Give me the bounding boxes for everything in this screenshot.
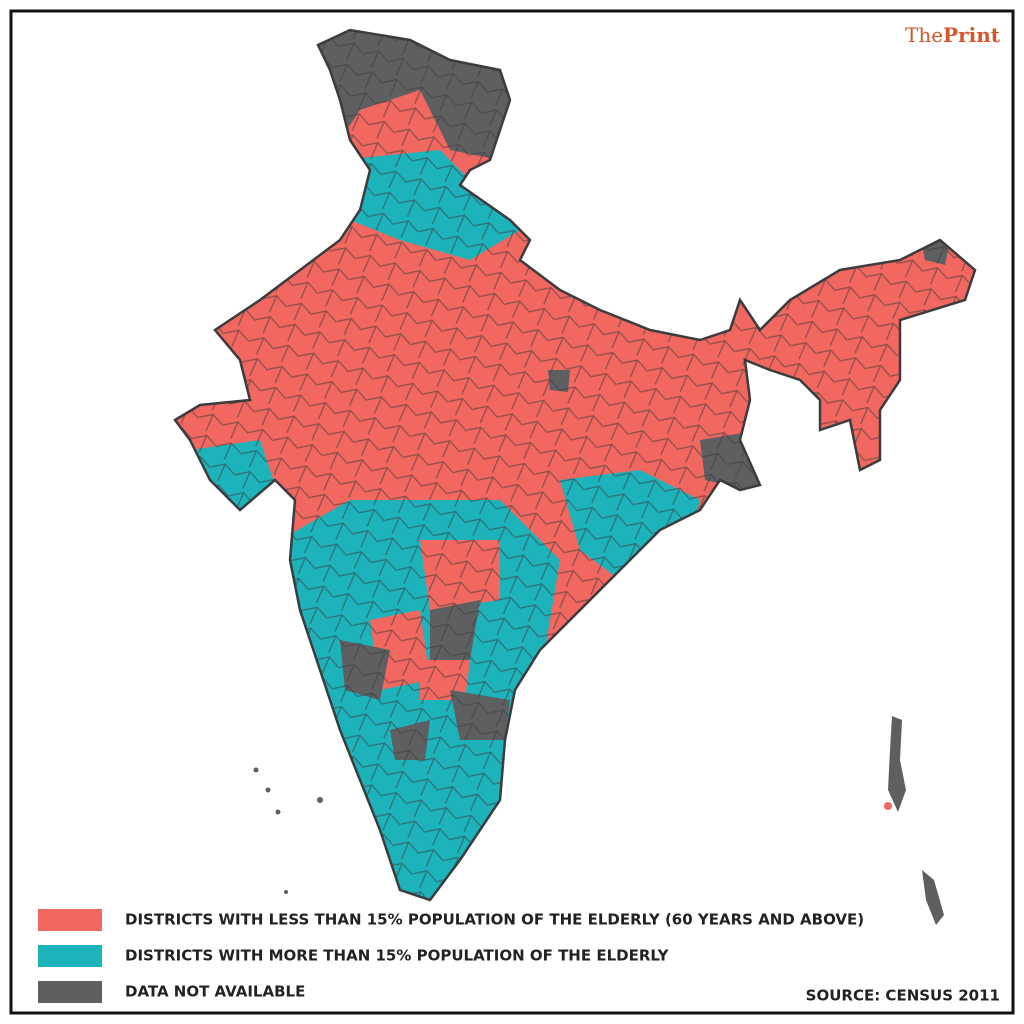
legend-label: DISTRICTS WITH LESS THAN 15% POPULATION …: [125, 911, 864, 929]
brand-prefix: The: [905, 23, 943, 47]
island: [275, 809, 281, 815]
legend: DISTRICTS WITH LESS THAN 15% POPULATION …: [38, 909, 864, 1003]
legend-label: DATA NOT AVAILABLE: [125, 983, 305, 1001]
source-note: SOURCE: CENSUS 2011: [806, 987, 1000, 1005]
brand-logo: ThePrint: [905, 23, 1001, 47]
legend-swatch: [38, 945, 102, 967]
island: [922, 870, 944, 925]
brand-name: Print: [943, 23, 1001, 47]
legend-swatch: [38, 909, 102, 931]
legend-label: DISTRICTS WITH MORE THAN 15% POPULATION …: [125, 947, 670, 965]
islands: [253, 716, 944, 925]
island: [317, 797, 323, 803]
island: [888, 716, 906, 812]
island: [284, 890, 288, 894]
island: [884, 802, 892, 810]
legend-swatch: [38, 981, 102, 1003]
island: [265, 787, 271, 793]
island: [253, 767, 259, 773]
